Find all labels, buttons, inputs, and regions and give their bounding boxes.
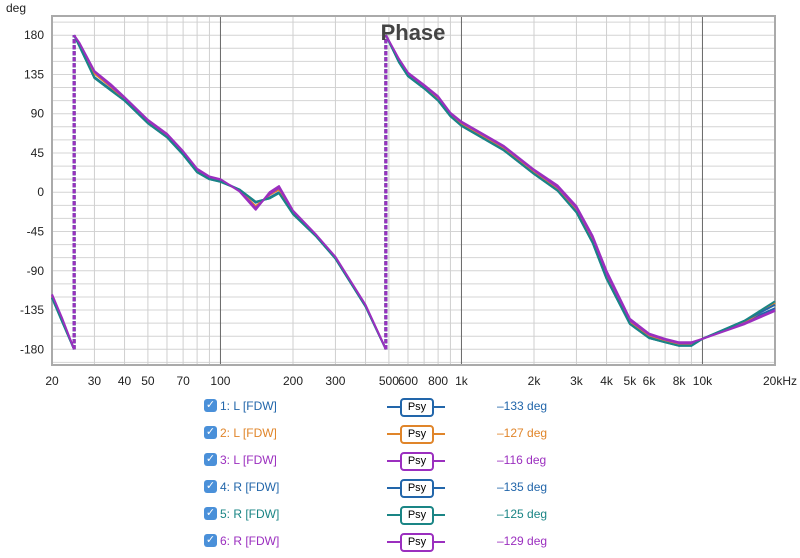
legend-item: ✓ 6: R [FDW] Psy –129 deg bbox=[200, 532, 580, 552]
series-name: 3: L [FDW] bbox=[220, 453, 277, 467]
y-tick-label: 90 bbox=[31, 107, 45, 121]
smoothing-button[interactable]: Psy bbox=[400, 479, 434, 498]
legend-item: ✓ 1: L [FDW] Psy –133 deg bbox=[200, 397, 580, 417]
x-tick-label: 40 bbox=[118, 374, 132, 388]
legend-item: ✓ 4: R [FDW] Psy –135 deg bbox=[200, 478, 580, 498]
series-lines bbox=[51, 34, 776, 350]
x-tick-label: 70 bbox=[176, 374, 190, 388]
phase-chart: 180 135 90 45 0 -45 -90 -135 -180 20 30 40 50 70 100 20… bbox=[6, 1, 797, 388]
x-tick-label: 2k bbox=[528, 374, 542, 388]
y-tick-label: 135 bbox=[24, 67, 44, 81]
x-tick-label: 500 bbox=[379, 374, 399, 388]
series-value: –135 deg bbox=[497, 480, 548, 494]
legend-item: ✓ 2: L [FDW] Psy –127 deg bbox=[200, 424, 580, 444]
series-checkbox[interactable]: ✓ bbox=[204, 507, 217, 520]
series-value: –133 deg bbox=[497, 399, 548, 413]
y-tick-label: 45 bbox=[31, 146, 45, 160]
x-tick-label: 20 bbox=[45, 374, 59, 388]
legend-item: ✓ 5: R [FDW] Psy –125 deg bbox=[200, 505, 580, 525]
series-name: 2: L [FDW] bbox=[220, 426, 277, 440]
smoothing-button[interactable]: Psy bbox=[400, 533, 434, 552]
x-tick-label: 5k bbox=[624, 374, 638, 388]
y-tick-label: -90 bbox=[27, 264, 45, 278]
y-tick-label: 0 bbox=[37, 185, 44, 199]
smoothing-button[interactable]: Psy bbox=[400, 398, 434, 417]
x-tick-label: 4k bbox=[600, 374, 614, 388]
y-tick-label: -45 bbox=[27, 225, 45, 239]
smoothing-button[interactable]: Psy bbox=[400, 452, 434, 471]
x-tick-label: 800 bbox=[428, 374, 448, 388]
x-tick-label: 100 bbox=[210, 374, 230, 388]
series-name: 4: R [FDW] bbox=[220, 480, 280, 494]
x-tick-label: 8k bbox=[673, 374, 687, 388]
series-checkbox[interactable]: ✓ bbox=[204, 399, 217, 412]
legend-item: ✓ 3: L [FDW] Psy –116 deg bbox=[200, 451, 580, 471]
x-tick-label: 50 bbox=[141, 374, 155, 388]
series-value: –125 deg bbox=[497, 507, 548, 521]
series-name: 1: L [FDW] bbox=[220, 399, 277, 413]
plot-background bbox=[52, 16, 775, 365]
x-tick-label: 300 bbox=[325, 374, 345, 388]
x-tick-label: 10k bbox=[693, 374, 713, 388]
y-axis-label: deg bbox=[6, 1, 26, 15]
x-tick-label: 200 bbox=[283, 374, 303, 388]
chart-title: Phase bbox=[381, 20, 446, 45]
x-tick-label: 1k bbox=[455, 374, 469, 388]
y-tick-label: -135 bbox=[20, 303, 44, 317]
x-tick-label: 3k bbox=[570, 374, 584, 388]
series-checkbox[interactable]: ✓ bbox=[204, 480, 217, 493]
x-tick-label: 20kHz bbox=[763, 374, 797, 388]
x-tick-label: 30 bbox=[88, 374, 102, 388]
smoothing-button[interactable]: Psy bbox=[400, 506, 434, 525]
x-tick-label: 6k bbox=[643, 374, 657, 388]
series-value: –116 deg bbox=[497, 453, 547, 467]
y-tick-label: -180 bbox=[20, 342, 44, 356]
grid bbox=[51, 16, 776, 365]
series-value: –129 deg bbox=[497, 534, 548, 548]
series-name: 5: R [FDW] bbox=[220, 507, 280, 521]
series-checkbox[interactable]: ✓ bbox=[204, 426, 217, 439]
x-tick-label: 600 bbox=[398, 374, 418, 388]
series-checkbox[interactable]: ✓ bbox=[204, 453, 217, 466]
axis-ticks: 180 135 90 45 0 -45 -90 -135 -180 20 30 40 50 70 100 20… bbox=[20, 28, 797, 388]
series-checkbox[interactable]: ✓ bbox=[204, 534, 217, 547]
smoothing-button[interactable]: Psy bbox=[400, 425, 434, 444]
series-name: 6: R [FDW] bbox=[220, 534, 280, 548]
series-line-6 bbox=[51, 34, 776, 350]
plot-frame bbox=[51, 15, 776, 366]
series-value: –127 deg bbox=[497, 426, 548, 440]
y-tick-label: 180 bbox=[24, 28, 44, 42]
